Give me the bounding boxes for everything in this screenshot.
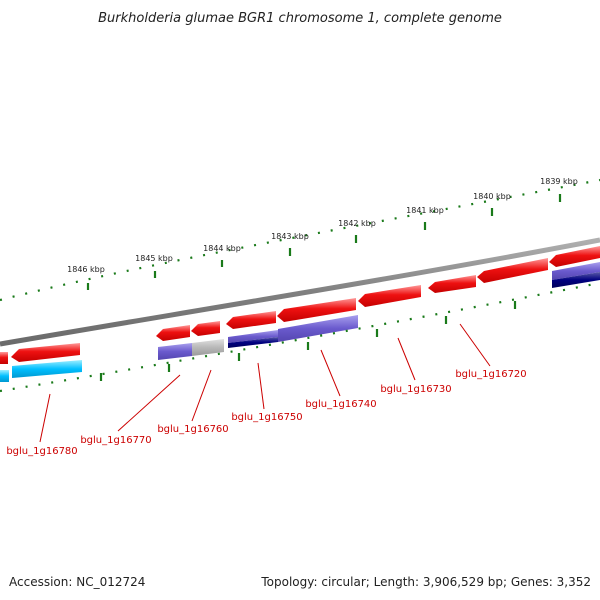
leader-line: [191, 369, 212, 422]
inner-major-ticks: [99, 301, 517, 381]
outer-major-ticks: [86, 194, 562, 290]
reverse-strand-genes: [0, 262, 600, 382]
tick-label-1842: 1842 kbp: [338, 219, 376, 228]
leader-line: [39, 393, 51, 443]
tick-label-1843: 1843 kbp: [271, 232, 309, 241]
leader-line: [257, 362, 265, 410]
tick-label-1844: 1844 kbp: [203, 244, 241, 253]
genome-summary-text: Topology: circular; Length: 3,906,529 bp…: [260, 575, 591, 589]
gene-forward[interactable]: [156, 325, 190, 341]
tick-label-1846: 1846 kbp: [67, 265, 105, 274]
gene-labels: bglu_1g16780 bglu_1g16770 bglu_1g16760 b…: [6, 369, 526, 457]
gene-reverse[interactable]: [278, 315, 358, 342]
chromosome-backbone: [0, 237, 600, 347]
gene-label-16720[interactable]: bglu_1g16720: [455, 369, 526, 380]
leader-line: [320, 349, 341, 397]
gene-forward[interactable]: [477, 258, 548, 283]
gene-forward[interactable]: [11, 343, 80, 362]
leader-line: [459, 323, 491, 367]
map-title: Burkholderia glumae BGR1 chromosome 1, c…: [98, 11, 502, 26]
gene-reverse-grey[interactable]: [192, 339, 224, 356]
gene-reverse-cyan[interactable]: [12, 360, 82, 378]
gene-label-16730[interactable]: bglu_1g16730: [380, 384, 451, 395]
leader-line: [397, 337, 416, 381]
tick-label-1841: 1841 kbp: [406, 206, 444, 215]
gene-forward[interactable]: [277, 298, 356, 322]
gene-forward[interactable]: [191, 321, 220, 336]
gene-forward[interactable]: [0, 352, 8, 364]
ruler-labels: 1846 kbp 1845 kbp 1844 kbp 1843 kbp 1842…: [67, 177, 578, 274]
gene-reverse-cyan[interactable]: [0, 370, 9, 382]
tick-label-1839: 1839 kbp: [540, 177, 578, 186]
label-leaders: [39, 323, 491, 443]
gene-forward[interactable]: [226, 311, 276, 329]
gene-reverse[interactable]: [552, 262, 600, 280]
gene-reverse-dark[interactable]: [228, 337, 278, 348]
tick-label-1845: 1845 kbp: [135, 254, 173, 263]
leader-line: [117, 374, 181, 432]
gene-reverse[interactable]: [158, 343, 192, 360]
gene-label-16750[interactable]: bglu_1g16750: [231, 412, 302, 423]
gene-label-16770[interactable]: bglu_1g16770: [80, 435, 151, 446]
inner-ruler: [0, 281, 600, 393]
outer-ruler: [0, 178, 600, 302]
gene-label-16780[interactable]: bglu_1g16780: [6, 446, 77, 457]
tick-label-1840: 1840 kbp: [473, 192, 511, 201]
gene-reverse-dark[interactable]: [552, 272, 600, 288]
gene-forward[interactable]: [549, 246, 600, 267]
gene-label-16760[interactable]: bglu_1g16760: [157, 424, 228, 435]
gene-forward[interactable]: [358, 285, 421, 307]
forward-strand-genes: [0, 246, 600, 364]
gene-forward[interactable]: [428, 275, 476, 293]
gene-reverse[interactable]: [228, 330, 278, 343]
accession-text: Accession: NC_012724: [9, 575, 145, 589]
gene-label-16740[interactable]: bglu_1g16740: [305, 399, 376, 410]
